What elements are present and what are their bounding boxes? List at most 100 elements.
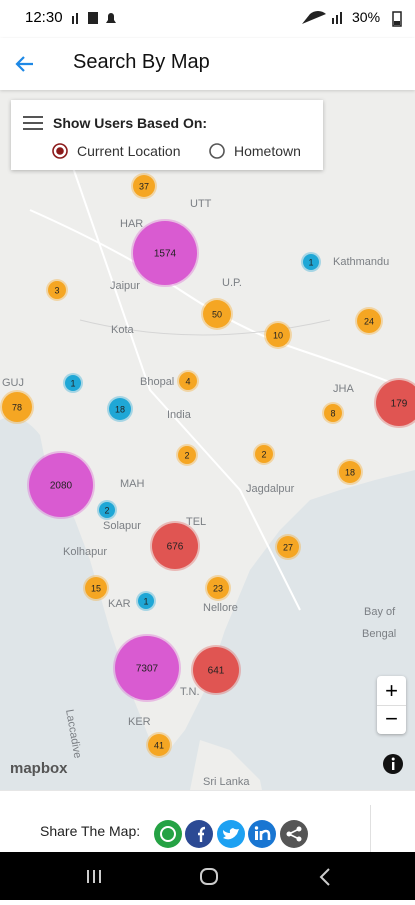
cluster-count: 3 — [54, 286, 59, 296]
user-cluster[interactable]: 3 — [46, 279, 68, 301]
user-cluster[interactable]: 1574 — [131, 219, 199, 287]
map-canvas: Jaipur Kota Bhopal India Jagdalpur Solapur Kol… — [0, 90, 415, 790]
user-cluster[interactable]: 2080 — [27, 451, 95, 519]
share-more[interactable] — [280, 820, 308, 848]
cluster-circle[interactable] — [193, 647, 239, 693]
whatsapp[interactable] — [154, 820, 182, 848]
info-button[interactable] — [382, 753, 404, 775]
map-label: U.P. — [222, 277, 242, 289]
user-cluster[interactable]: 37 — [131, 173, 157, 199]
cluster-circle[interactable] — [266, 323, 290, 347]
user-cluster[interactable]: 27 — [275, 534, 301, 560]
cluster-count: 7307 — [136, 664, 159, 675]
navigation-bar — [0, 852, 415, 900]
user-cluster[interactable]: 10 — [264, 321, 292, 349]
border — [79, 319, 331, 336]
cluster-count: 2 — [261, 450, 266, 460]
map[interactable]: Jaipur Kota Bhopal India Jagdalpur Solapur Kol… — [0, 90, 415, 790]
cluster-circle[interactable] — [2, 392, 32, 422]
cluster-circle[interactable] — [133, 221, 197, 285]
cluster-count: 1574 — [154, 249, 177, 260]
menu-icon[interactable] — [23, 116, 43, 130]
map-label: TEL — [186, 516, 206, 528]
cluster-circle[interactable] — [85, 577, 107, 599]
user-cluster[interactable]: 2 — [176, 444, 198, 466]
radio-button[interactable] — [52, 143, 68, 159]
recents-button[interactable] — [87, 870, 101, 883]
cluster-circle[interactable] — [179, 372, 197, 390]
cluster-circle[interactable] — [148, 734, 170, 756]
cluster-circle[interactable] — [277, 536, 299, 558]
cluster-circle[interactable] — [178, 446, 196, 464]
linkedin[interactable] — [248, 820, 276, 848]
user-cluster[interactable]: 1 — [63, 373, 83, 393]
user-cluster[interactable]: 676 — [150, 521, 200, 571]
facebook[interactable] — [185, 820, 213, 848]
cluster-circle[interactable] — [99, 502, 115, 518]
user-cluster[interactable]: 50 — [201, 298, 233, 330]
map-label: Bengal — [362, 628, 396, 640]
map-label: Bay of — [364, 606, 396, 618]
battery-icon — [392, 11, 402, 27]
user-cluster[interactable]: 641 — [191, 645, 241, 695]
radio-button[interactable] — [209, 143, 225, 159]
back-nav-button[interactable] — [319, 868, 330, 886]
cluster-circle[interactable] — [48, 281, 66, 299]
user-cluster[interactable]: 1 — [301, 252, 321, 272]
cluster-circle[interactable] — [203, 300, 231, 328]
cluster-count: 10 — [273, 331, 283, 341]
clock: 12:30 — [25, 9, 63, 26]
user-cluster[interactable]: 41 — [146, 732, 172, 758]
user-cluster[interactable]: 2 — [97, 500, 117, 520]
cluster-circle[interactable] — [152, 523, 198, 569]
cluster-circle[interactable] — [29, 453, 93, 517]
attribution[interactable]: mapbox — [10, 760, 68, 777]
cluster-count: 15 — [91, 584, 101, 594]
home-button[interactable] — [200, 868, 218, 885]
map-label: Jaipur — [110, 280, 140, 292]
user-cluster[interactable]: 1 — [136, 591, 156, 611]
cluster-circle[interactable] — [115, 636, 179, 700]
map-label: T.N. — [180, 686, 200, 698]
cluster-circle[interactable] — [339, 461, 361, 483]
user-cluster[interactable]: 18 — [337, 459, 363, 485]
cluster-circle[interactable] — [207, 577, 229, 599]
zoom-out[interactable]: − — [385, 706, 398, 731]
cluster-circle[interactable] — [303, 254, 319, 270]
user-cluster[interactable]: 15 — [83, 575, 109, 601]
radio-label[interactable]: Current Location — [77, 143, 181, 159]
zoom-in[interactable]: + — [377, 676, 406, 706]
user-cluster[interactable]: 24 — [355, 307, 383, 335]
cluster-count: 1 — [143, 597, 148, 607]
cluster-count: 37 — [139, 182, 149, 192]
twitter[interactable] — [217, 820, 245, 848]
cluster-circle[interactable] — [324, 404, 342, 422]
user-cluster[interactable]: 78 — [0, 390, 34, 424]
sea — [0, 417, 415, 790]
user-cluster[interactable]: 4 — [177, 370, 199, 392]
user-cluster[interactable]: 179 — [374, 378, 415, 428]
cluster-circle[interactable] — [376, 380, 415, 426]
cluster-count: 1 — [308, 258, 313, 268]
filter-options: Current Location Hometown — [52, 143, 301, 159]
user-cluster[interactable]: 2 — [253, 443, 275, 465]
user-cluster[interactable]: 8 — [322, 402, 344, 424]
road — [59, 129, 301, 611]
cluster-circle[interactable] — [65, 375, 81, 391]
map-label: KER — [128, 716, 151, 728]
back-button[interactable] — [13, 54, 35, 74]
nav-buttons — [87, 868, 330, 886]
radio-label[interactable]: Hometown — [234, 143, 301, 159]
cluster-circle[interactable] — [109, 398, 131, 420]
map-label: Nellore — [203, 602, 238, 614]
map-label: KAR — [108, 598, 131, 610]
user-cluster[interactable]: 18 — [107, 396, 133, 422]
cluster-circle[interactable] — [138, 593, 154, 609]
map-label: GUJ — [2, 377, 24, 389]
cluster-count: 2 — [184, 451, 189, 461]
cluster-circle[interactable] — [255, 445, 273, 463]
cluster-circle[interactable] — [357, 309, 381, 333]
cluster-circle[interactable] — [133, 175, 155, 197]
user-cluster[interactable]: 23 — [205, 575, 231, 601]
user-cluster[interactable]: 7307 — [113, 634, 181, 702]
